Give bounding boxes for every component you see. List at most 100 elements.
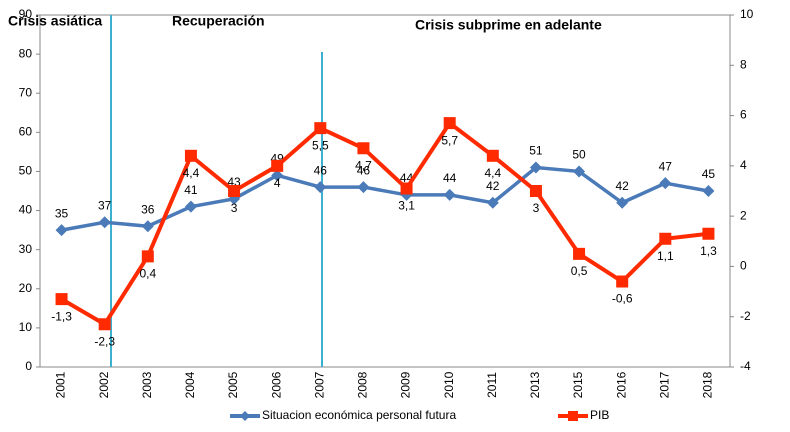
y2-tick-label: -4 — [740, 359, 751, 373]
marker — [357, 142, 370, 155]
data-label: 4,7 — [355, 158, 372, 172]
data-label: 3 — [533, 201, 540, 215]
x-tick-label: 2017 — [657, 371, 671, 398]
data-label: 4,4 — [183, 166, 200, 180]
data-label: 45 — [702, 167, 716, 181]
y-tick-label: 80 — [19, 46, 33, 60]
legend-label: Situacion económica personal futura — [262, 408, 456, 422]
x-tick-label: 2005 — [226, 371, 240, 398]
marker — [98, 318, 111, 331]
marker — [573, 165, 586, 178]
data-label: 1,3 — [700, 244, 717, 258]
data-label: 42 — [616, 179, 630, 193]
marker — [357, 181, 370, 194]
data-label: 44 — [443, 171, 457, 185]
y2-tick-label: 4 — [740, 158, 747, 172]
y2-tick-label: 6 — [740, 108, 747, 122]
marker — [141, 250, 154, 263]
data-label: 35 — [55, 206, 69, 220]
x-tick-label: 2010 — [442, 371, 456, 398]
data-label: 51 — [529, 144, 543, 158]
marker — [314, 122, 327, 135]
x-tick-label: 2015 — [571, 371, 585, 398]
marker — [55, 293, 68, 306]
x-tick-label: 2013 — [528, 371, 542, 398]
data-label: 4,4 — [484, 166, 501, 180]
y-tick-label: 60 — [19, 125, 33, 139]
y-tick-label: 30 — [19, 242, 33, 256]
x-tick-label: 2003 — [140, 371, 154, 398]
marker — [659, 232, 672, 245]
x-tick-label: 2018 — [701, 371, 715, 398]
annotation: Recuperación — [172, 13, 265, 29]
data-label: 3 — [231, 201, 238, 215]
y-tick-label: 50 — [19, 164, 33, 178]
data-label: 5,7 — [441, 133, 458, 147]
data-label: -2,3 — [94, 334, 115, 348]
legend-marker — [568, 411, 578, 421]
marker — [141, 220, 154, 233]
marker — [98, 216, 111, 229]
marker — [55, 224, 68, 237]
data-label: 36 — [141, 202, 155, 216]
series-line — [60, 120, 709, 327]
data-label: 0,5 — [571, 264, 588, 278]
data-label: 5,5 — [312, 138, 329, 152]
y-tick-label: 90 — [19, 7, 33, 21]
annotation: Crisis subprime en adelante — [415, 17, 602, 33]
x-tick-label: 2002 — [97, 371, 111, 398]
data-label: 42 — [486, 179, 500, 193]
marker — [400, 182, 413, 195]
data-label: 1,1 — [657, 249, 674, 263]
data-label: 46 — [357, 163, 371, 177]
annotation: Crisis asiática — [8, 13, 102, 29]
data-label: 46 — [314, 163, 328, 177]
x-tick-label: 2006 — [269, 371, 283, 398]
marker — [702, 185, 715, 197]
data-label: 41 — [184, 183, 198, 197]
y2-tick-label: 10 — [740, 7, 754, 21]
marker — [616, 196, 629, 209]
marker — [529, 161, 542, 174]
marker — [443, 117, 456, 130]
legend-label: PIB — [590, 408, 609, 422]
y-tick-label: 10 — [19, 320, 33, 334]
y-tick-label: 0 — [25, 359, 32, 373]
marker — [616, 275, 629, 288]
legend-marker — [240, 411, 250, 421]
marker — [573, 247, 586, 260]
marker — [271, 169, 284, 182]
x-tick-label: 2004 — [183, 371, 197, 398]
x-tick-label: 2008 — [356, 371, 370, 398]
x-tick-label: 2011 — [485, 372, 499, 398]
data-label: 50 — [572, 148, 586, 162]
marker — [184, 149, 197, 162]
x-tick-label: 2009 — [399, 371, 413, 398]
data-label: 0,4 — [139, 267, 156, 281]
marker — [659, 177, 672, 190]
x-tick-label: 2007 — [312, 371, 326, 398]
marker — [486, 196, 499, 209]
y-tick-label: 70 — [19, 85, 33, 99]
y-tick-label: 40 — [19, 203, 33, 217]
marker — [702, 227, 715, 240]
marker — [486, 149, 499, 162]
y2-tick-label: 0 — [740, 259, 747, 273]
data-label: 3,1 — [398, 199, 415, 213]
data-label: 47 — [659, 159, 673, 173]
marker — [529, 185, 542, 197]
marker — [184, 200, 197, 213]
series-line — [61, 165, 709, 232]
marker — [314, 181, 327, 194]
y2-tick-label: -2 — [740, 309, 751, 323]
data-label: -0,6 — [612, 292, 633, 306]
data-label: 4 — [274, 176, 281, 190]
y2-tick-label: 8 — [740, 57, 747, 71]
data-label: 37 — [98, 198, 112, 212]
marker — [271, 159, 284, 172]
marker — [443, 188, 456, 201]
marker — [228, 185, 241, 197]
y2-tick-label: 2 — [740, 208, 747, 222]
data-label: -1,3 — [51, 309, 72, 323]
